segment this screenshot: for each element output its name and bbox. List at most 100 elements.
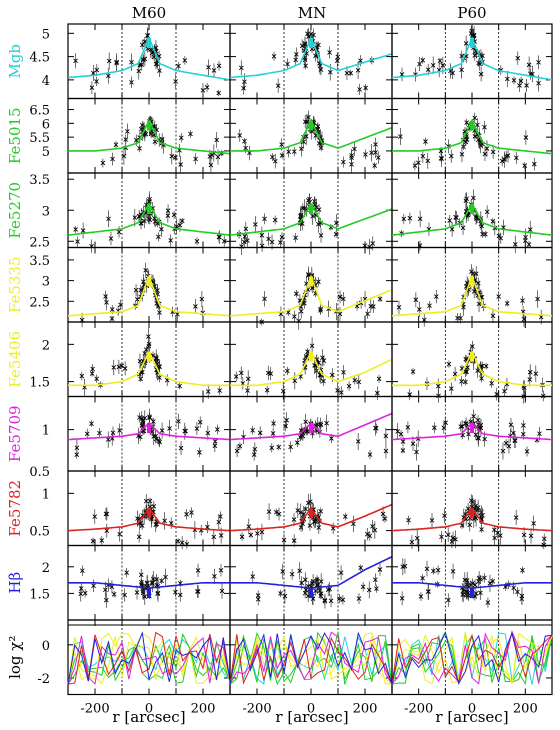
- data-point: [443, 420, 448, 426]
- data-point: [285, 368, 290, 374]
- chi2-line: [229, 636, 393, 685]
- ytick-label-8-1: 0: [42, 639, 50, 654]
- xtick-label-0-2: 200: [191, 702, 216, 717]
- panel-5-2: [391, 395, 553, 472]
- data-point: [414, 449, 419, 455]
- ytick-label-2-2: 3.5: [29, 173, 50, 188]
- data-point: [410, 441, 416, 446]
- data-point: [483, 363, 489, 369]
- ytick-label-6-1: 1: [42, 487, 50, 502]
- data-point: [521, 423, 526, 428]
- data-point: [183, 428, 188, 434]
- data-point: [176, 419, 181, 424]
- data-point: [339, 390, 344, 395]
- data-point: [245, 388, 250, 393]
- data-point: [399, 596, 405, 601]
- data-point: [113, 142, 119, 147]
- data-point: [246, 524, 252, 529]
- data-point: [259, 232, 265, 238]
- data-point: [490, 219, 496, 224]
- data-point: [448, 153, 454, 159]
- data-point: [337, 311, 343, 317]
- data-point: [138, 572, 144, 578]
- data-point: [116, 364, 122, 370]
- data-point: [206, 65, 211, 70]
- data-point: [483, 231, 488, 237]
- data-point: [352, 377, 358, 383]
- x-axis-labels: r [arcsec] r [arcsec] r [arcsec]: [112, 708, 508, 726]
- panel-7-2: [391, 544, 553, 621]
- data-point: [221, 238, 227, 244]
- data-point: [500, 448, 506, 454]
- data-point: [476, 301, 482, 307]
- data-point: [432, 425, 437, 431]
- data-point: [358, 58, 363, 64]
- data-point: [309, 343, 315, 349]
- data-point: [122, 592, 127, 598]
- data-point: [400, 448, 406, 453]
- data-point: [178, 135, 184, 141]
- data-point: [318, 508, 324, 514]
- data-point: [194, 426, 200, 431]
- data-point: [433, 294, 439, 299]
- ytick-label-7-1: 2: [42, 561, 50, 576]
- data-point: [152, 139, 158, 144]
- data-point: [454, 215, 459, 220]
- data-point: [169, 153, 175, 159]
- data-point: [325, 587, 331, 593]
- data-point: [523, 135, 529, 140]
- data-point: [533, 371, 539, 377]
- data-point: [157, 310, 162, 315]
- data-point: [458, 424, 464, 429]
- data-point: [431, 568, 436, 574]
- data-point: [91, 70, 96, 76]
- data-point: [459, 379, 464, 384]
- data-point: [463, 421, 469, 426]
- data-point: [105, 73, 111, 79]
- data-point: [129, 59, 134, 65]
- data-point: [471, 413, 476, 419]
- data-point: [103, 294, 108, 299]
- data-point: [357, 87, 362, 92]
- data-point: [303, 587, 309, 593]
- data-point: [521, 532, 527, 538]
- data-point: [299, 580, 304, 586]
- data-point: [242, 79, 247, 84]
- data-point: [482, 575, 487, 581]
- data-point: [527, 227, 533, 232]
- data-point: [407, 215, 413, 221]
- data-point: [445, 532, 451, 538]
- data-point: [157, 375, 162, 380]
- data-point: [318, 591, 324, 596]
- data-point: [453, 536, 458, 542]
- data-point: [499, 158, 505, 164]
- data-point: [264, 387, 270, 393]
- data-point: [266, 509, 272, 514]
- data-point: [216, 63, 222, 69]
- data-point: [252, 446, 258, 452]
- panel-label-7: Hβ: [6, 572, 24, 594]
- data-point: [118, 302, 123, 308]
- data-point: [134, 297, 140, 302]
- data-point: [470, 580, 475, 586]
- data-point: [420, 153, 426, 159]
- data-point: [303, 63, 308, 69]
- panel-4-2: [391, 321, 553, 404]
- data-point: [153, 61, 159, 67]
- data-point: [438, 148, 444, 154]
- data-point: [278, 240, 283, 245]
- data-point: [435, 383, 441, 389]
- chi2-line: [391, 630, 553, 685]
- data-point: [478, 143, 483, 148]
- data-point: [238, 65, 244, 71]
- data-point: [137, 415, 142, 420]
- data-point: [219, 588, 225, 594]
- data-point: [524, 449, 530, 454]
- data-point: [156, 234, 161, 240]
- panel-1-2: [391, 97, 553, 174]
- data-point: [448, 386, 454, 391]
- data-point: [152, 219, 158, 224]
- data-point: [205, 389, 211, 394]
- data-point: [313, 53, 318, 59]
- data-point: [329, 436, 334, 441]
